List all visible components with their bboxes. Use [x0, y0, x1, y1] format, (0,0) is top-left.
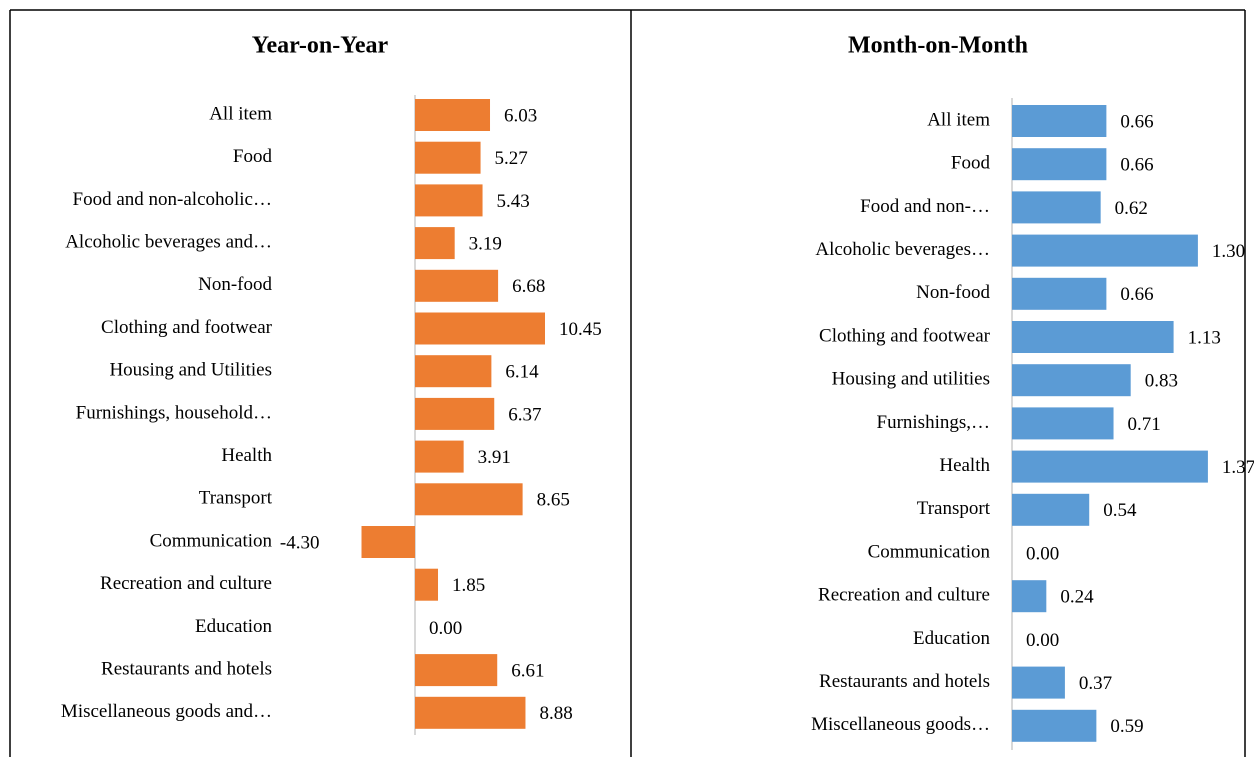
- category-label: All item: [209, 103, 272, 124]
- value-label: 0.00: [1026, 543, 1059, 564]
- category-label: Transport: [917, 498, 991, 519]
- bar: [415, 141, 481, 174]
- chart-title: Month-on-Month: [848, 33, 1028, 59]
- bar: [1012, 407, 1114, 440]
- value-label: 0.00: [1026, 630, 1059, 651]
- bar: [415, 440, 464, 473]
- bar: [415, 397, 495, 430]
- value-label: 0.66: [1120, 284, 1153, 305]
- category-label: Education: [195, 616, 273, 637]
- category-label: Alcoholic beverages and…: [65, 231, 272, 252]
- category-label: Restaurants and hotels: [101, 658, 272, 679]
- bar: [1012, 666, 1065, 699]
- category-label: Alcoholic beverages…: [815, 239, 990, 260]
- category-label: Food: [233, 146, 273, 167]
- category-label: All item: [927, 109, 990, 130]
- bar: [1012, 450, 1208, 483]
- category-label: Food and non-…: [860, 196, 990, 217]
- bar: [415, 654, 498, 687]
- chart-title: Year-on-Year: [252, 33, 389, 59]
- category-label: Health: [939, 455, 990, 476]
- category-label: Clothing and footwear: [101, 317, 273, 338]
- category-label: Miscellaneous goods and…: [61, 701, 272, 722]
- bar: [415, 269, 499, 302]
- bar: [1012, 234, 1198, 267]
- value-label: 3.19: [469, 233, 502, 254]
- value-label: 6.14: [505, 362, 539, 383]
- value-label: 0.54: [1103, 500, 1137, 521]
- category-label: Food: [951, 153, 991, 174]
- value-label: 0.71: [1128, 414, 1161, 435]
- category-label: Recreation and culture: [818, 585, 990, 606]
- bar: [1012, 580, 1047, 613]
- category-label: Clothing and footwear: [819, 325, 991, 346]
- value-label: 6.37: [508, 404, 541, 425]
- value-label: 6.03: [504, 105, 537, 126]
- category-label: Food and non-alcoholic…: [73, 189, 272, 210]
- value-label: 0.00: [429, 618, 462, 639]
- category-label: Education: [913, 628, 991, 649]
- bar: [415, 227, 455, 260]
- value-label: 10.45: [559, 319, 602, 340]
- category-label: Furnishings, household…: [76, 402, 272, 423]
- value-label: 8.65: [537, 490, 570, 511]
- bar: [1012, 321, 1174, 353]
- bar: [1012, 277, 1107, 310]
- category-label: Housing and utilities: [832, 369, 990, 390]
- value-label: 0.24: [1060, 587, 1094, 608]
- value-label: 0.37: [1079, 673, 1112, 694]
- category-label: Furnishings,…: [877, 412, 991, 433]
- category-label: Restaurants and hotels: [819, 671, 990, 692]
- category-label: Transport: [199, 488, 273, 509]
- value-label: 0.83: [1145, 371, 1178, 392]
- bar: [415, 568, 439, 601]
- category-label: Non-food: [916, 282, 990, 303]
- value-label: 1.37: [1222, 457, 1254, 478]
- bar: [415, 184, 483, 217]
- category-label: Non-food: [198, 274, 272, 295]
- category-label: Recreation and culture: [100, 573, 272, 594]
- value-label: 1.13: [1188, 327, 1221, 348]
- value-label: 3.91: [478, 447, 511, 468]
- value-label: 0.66: [1120, 155, 1153, 176]
- bar: [1012, 105, 1107, 137]
- value-label: 0.66: [1120, 111, 1153, 132]
- value-label: 1.85: [452, 575, 485, 596]
- value-label: 6.68: [512, 276, 545, 297]
- bar: [1012, 148, 1107, 181]
- bar: [415, 696, 526, 729]
- bar: [415, 312, 545, 345]
- category-label: Housing and Utilities: [109, 360, 272, 381]
- category-label: Health: [221, 445, 272, 466]
- value-label: 0.59: [1110, 716, 1143, 737]
- value-label: 0.62: [1115, 198, 1148, 219]
- category-label: Communication: [868, 541, 991, 562]
- value-label: 5.43: [497, 191, 530, 212]
- value-label: 8.88: [539, 703, 572, 724]
- category-label: Communication: [150, 530, 273, 551]
- category-label: Miscellaneous goods…: [811, 714, 990, 735]
- bar: [1012, 364, 1131, 397]
- value-label: 6.61: [511, 660, 544, 681]
- value-label: 1.30: [1212, 241, 1245, 262]
- bar: [415, 99, 491, 131]
- bar: [1012, 191, 1101, 224]
- bar: [361, 526, 415, 558]
- bar: [415, 483, 523, 516]
- bar: [415, 355, 492, 388]
- bar: [1012, 493, 1090, 526]
- value-label: -4.30: [280, 532, 320, 553]
- value-label: 5.27: [495, 148, 528, 169]
- bar: [1012, 709, 1097, 742]
